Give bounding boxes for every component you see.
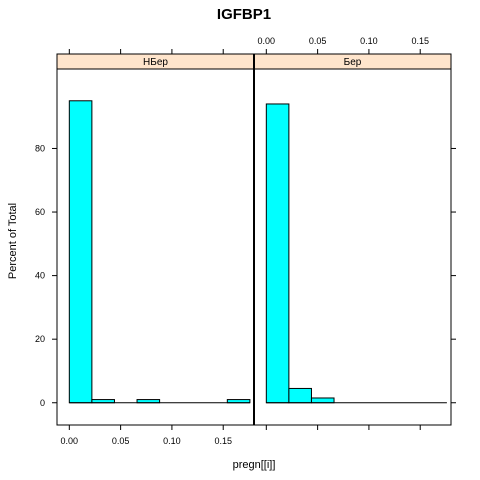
y-tick-label: 0 <box>40 398 45 408</box>
x-tick-label: 0.00 <box>61 436 79 446</box>
x-tick-label: 0.15 <box>411 36 429 46</box>
histogram-bar <box>310 397 335 404</box>
panels-group: НБер Бер 0.00 0.00 0.05 0.05 0.10 0.10 0.15 0.15 0… <box>35 36 456 446</box>
x-tick-label: 0.10 <box>163 436 181 446</box>
histogram-bar <box>68 100 93 404</box>
y-tick-label: 80 <box>35 143 45 153</box>
panel-2: Бер <box>253 53 452 426</box>
x-tick-label: 0.05 <box>309 36 327 46</box>
x-tick-label: 0.10 <box>360 36 378 46</box>
panel-1: НБер <box>56 53 255 426</box>
panel-strip-label: НБер <box>143 57 168 68</box>
x-tick-label: 0.05 <box>112 436 130 446</box>
x-tick-label: 0.15 <box>214 436 232 446</box>
histogram-bar <box>265 103 290 404</box>
x-tick-label: 0.00 <box>258 36 276 46</box>
histogram-bar <box>288 387 312 404</box>
y-axis-label: Percent of Total <box>7 203 19 279</box>
x-axis-label: pregn[[i]] <box>233 459 276 471</box>
y-tick-label: 60 <box>35 207 45 217</box>
y-tick-label: 20 <box>35 334 45 344</box>
y-tick-label: 40 <box>35 271 45 281</box>
chart-title: IGFBP1 <box>217 6 271 23</box>
panel-strip-label: Бер <box>344 57 362 68</box>
